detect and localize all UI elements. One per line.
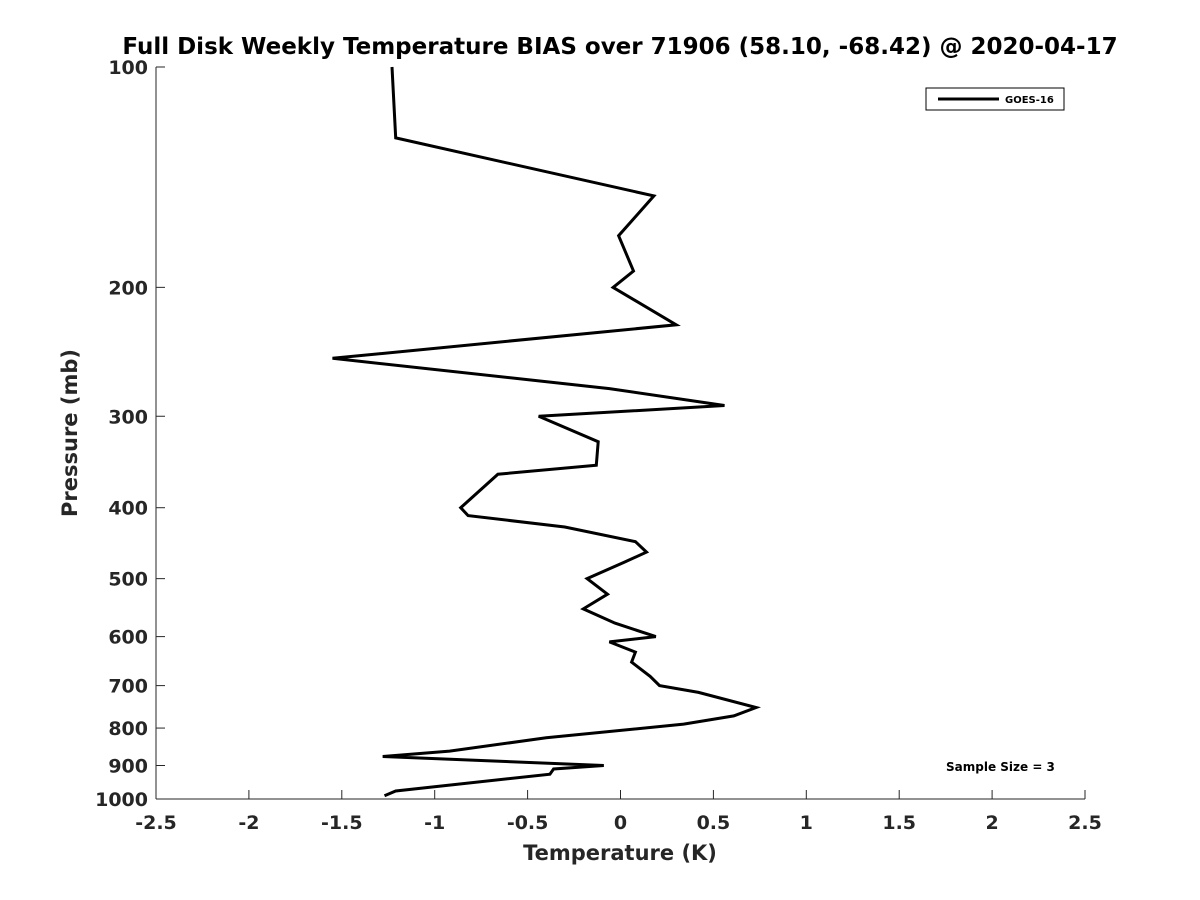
plot-area — [156, 67, 1085, 799]
y-tick-label: 900 — [108, 756, 148, 778]
x-tick-label: -2 — [238, 812, 259, 834]
y-axis-label: Pressure (mb) — [58, 349, 82, 517]
y-tick-label: 400 — [108, 498, 148, 520]
y-tick-label: 100 — [108, 57, 148, 79]
series-layer — [332, 66, 762, 798]
legend-entry: GOES-16 — [1005, 95, 1054, 106]
series-line-goes-16 — [332, 66, 762, 798]
y-tick-label: 500 — [108, 569, 148, 591]
x-tick-label: -2.5 — [135, 812, 177, 834]
x-tick-label: -1 — [424, 812, 445, 834]
y-tick-label: 1000 — [95, 789, 148, 811]
chart-title: Full Disk Weekly Temperature BIAS over 7… — [122, 34, 1117, 60]
x-tick-label: 2 — [985, 812, 998, 834]
y-tick-label: 300 — [108, 406, 148, 428]
x-tick-label: -1.5 — [321, 812, 363, 834]
x-tick-label: 1 — [800, 812, 813, 834]
y-tick-label: 200 — [108, 277, 148, 299]
x-tick-label: 0 — [614, 812, 627, 834]
axes: -2.5 -2 -1.5 -1 -0.5 0 0.5 1 1.5 2 2.5 100 200 300 400… — [95, 57, 1102, 834]
x-tick-label: 0.5 — [697, 812, 731, 834]
y-tick-label: 600 — [108, 627, 148, 649]
y-tick-label: 800 — [108, 718, 148, 740]
sample-size-annotation: Sample Size = 3 — [946, 760, 1055, 774]
y-tick-label: 700 — [108, 676, 148, 698]
x-tick-label: 2.5 — [1068, 812, 1102, 834]
x-axis-label: Temperature (K) — [523, 841, 717, 865]
x-tick-label: 1.5 — [882, 812, 916, 834]
legend: GOES-16 — [925, 87, 1065, 111]
x-tick-label: -0.5 — [507, 812, 549, 834]
